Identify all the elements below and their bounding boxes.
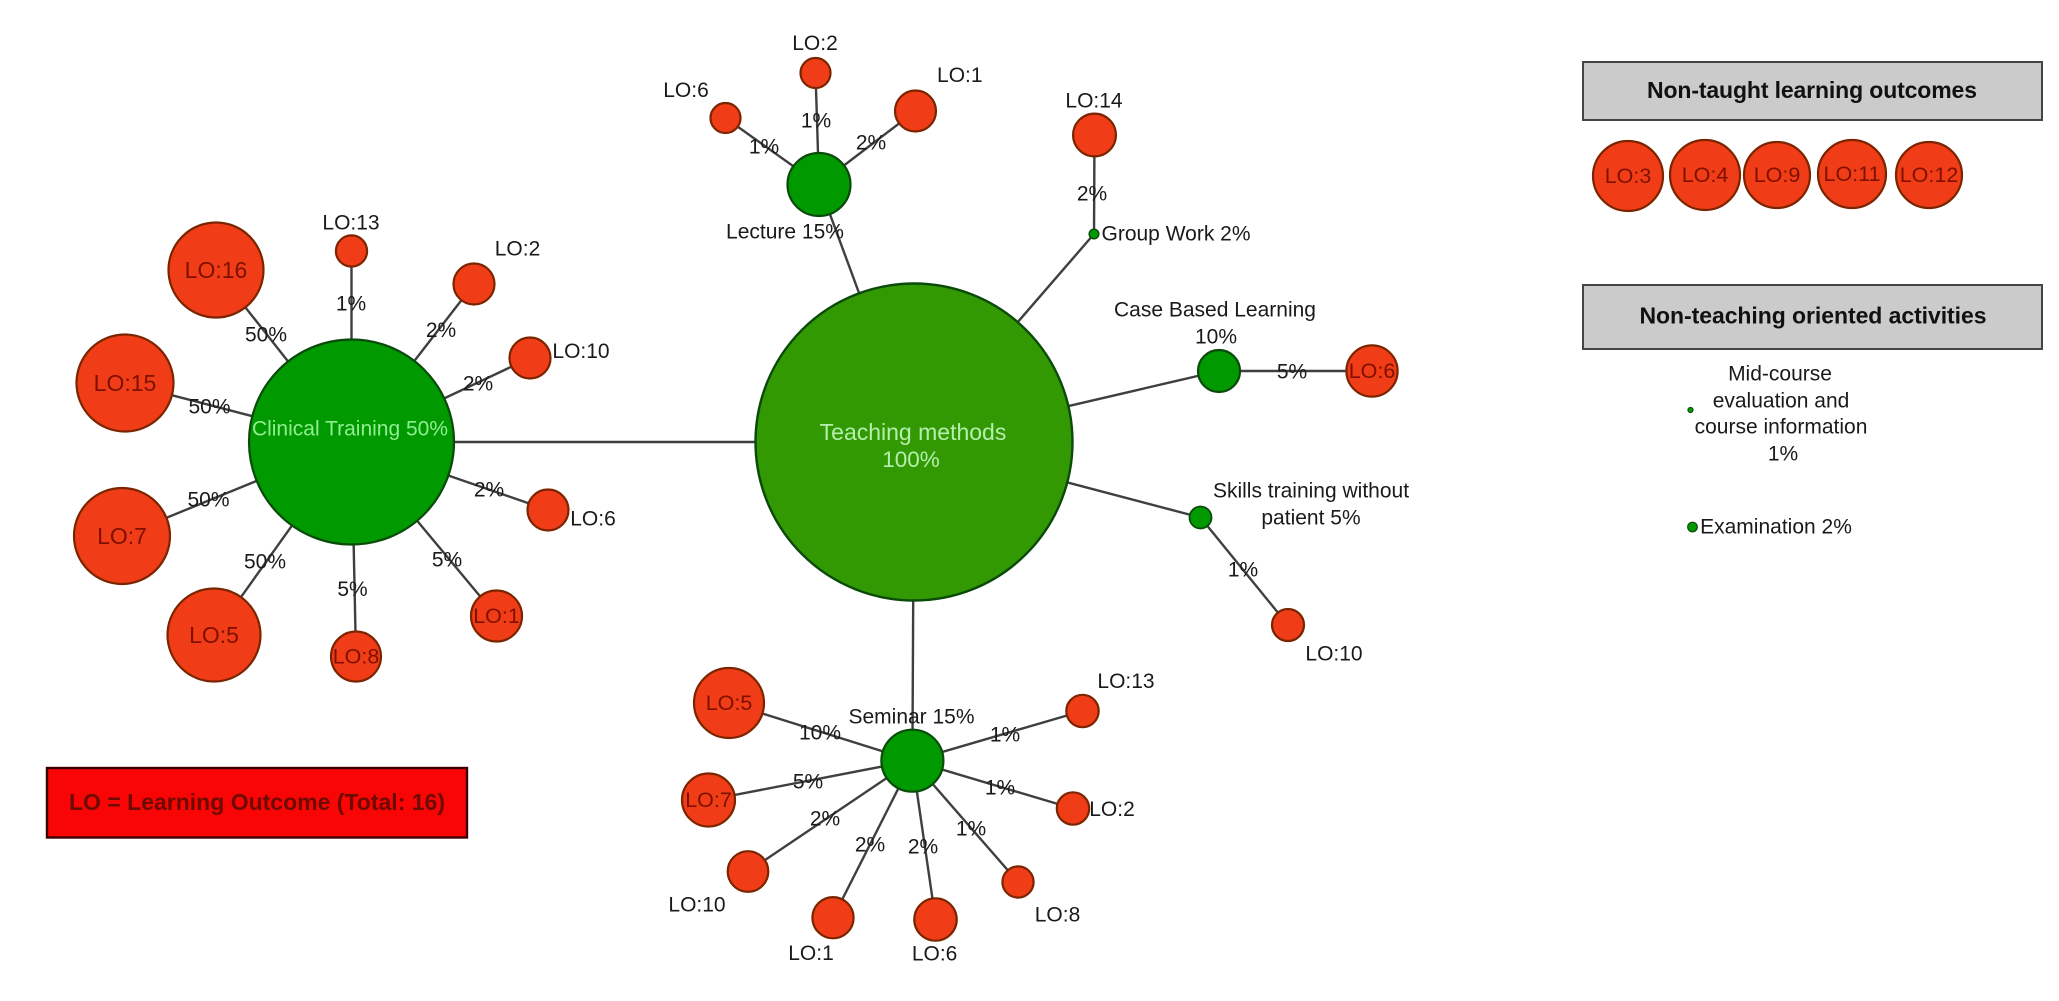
svg-text:1%: 1%	[1228, 559, 1258, 582]
svg-text:LO:1: LO:1	[788, 942, 834, 965]
svg-text:1%: 1%	[990, 724, 1020, 747]
svg-text:evaluation and: evaluation and	[1713, 390, 1850, 413]
svg-text:2%: 2%	[810, 808, 840, 831]
svg-text:LO:3: LO:3	[1605, 164, 1652, 188]
svg-text:LO:5: LO:5	[706, 691, 753, 715]
svg-text:LO:12: LO:12	[1900, 163, 1959, 187]
svg-text:1%: 1%	[956, 818, 986, 841]
svg-text:2%: 2%	[855, 834, 885, 857]
svg-text:LO:13: LO:13	[1097, 670, 1154, 693]
svg-text:50%: 50%	[188, 396, 230, 419]
svg-text:LO:10: LO:10	[1305, 643, 1362, 666]
svg-text:LO:10: LO:10	[668, 894, 725, 917]
svg-text:5%: 5%	[1277, 361, 1307, 384]
svg-text:LO:8: LO:8	[1035, 904, 1081, 927]
svg-text:LO:6: LO:6	[1349, 359, 1396, 383]
svg-text:Case Based Learning: Case Based Learning	[1114, 299, 1316, 322]
svg-text:1%: 1%	[749, 136, 779, 159]
svg-text:Teaching methods: Teaching methods	[820, 419, 1007, 445]
svg-text:2%: 2%	[856, 132, 886, 155]
svg-text:5%: 5%	[793, 771, 823, 794]
svg-text:LO = Learning Outcome (Total:: LO = Learning Outcome (Total: 16)	[69, 789, 445, 815]
svg-text:50%: 50%	[245, 324, 287, 347]
svg-text:LO:2: LO:2	[792, 32, 838, 55]
svg-text:LO:7: LO:7	[97, 523, 147, 549]
svg-text:patient 5%: patient 5%	[1261, 507, 1360, 530]
svg-text:LO:16: LO:16	[185, 257, 248, 283]
svg-text:1%: 1%	[985, 777, 1015, 800]
svg-text:Group Work 2%: Group Work 2%	[1102, 223, 1251, 246]
svg-text:LO:9: LO:9	[1754, 163, 1801, 187]
svg-text:10%: 10%	[1195, 326, 1237, 349]
svg-text:LO:5: LO:5	[189, 622, 239, 648]
svg-text:Examination 2%: Examination 2%	[1700, 516, 1852, 539]
svg-text:LO:1: LO:1	[937, 64, 983, 87]
svg-text:1%: 1%	[801, 110, 831, 133]
svg-text:course information: course information	[1695, 416, 1868, 439]
svg-text:LO:14: LO:14	[1065, 90, 1123, 113]
svg-text:LO:6: LO:6	[663, 79, 709, 102]
svg-text:Lecture 15%: Lecture 15%	[726, 221, 844, 244]
svg-text:5%: 5%	[432, 549, 462, 572]
svg-text:LO:2: LO:2	[1089, 798, 1135, 821]
svg-text:1%: 1%	[336, 293, 366, 316]
svg-text:Seminar 15%: Seminar 15%	[848, 706, 974, 729]
svg-text:LO:10: LO:10	[552, 340, 609, 363]
svg-text:LO:8: LO:8	[333, 645, 380, 669]
svg-text:LO:1: LO:1	[473, 604, 520, 628]
svg-text:1%: 1%	[1768, 443, 1798, 466]
svg-text:LO:6: LO:6	[912, 943, 958, 966]
svg-text:Mid-course: Mid-course	[1728, 363, 1832, 386]
svg-text:2%: 2%	[426, 319, 456, 342]
svg-text:LO:13: LO:13	[322, 212, 379, 235]
svg-text:LO:6: LO:6	[570, 508, 616, 531]
svg-text:Non-teaching oriented activiti: Non-teaching oriented activities	[1640, 303, 1987, 329]
svg-text:Clinical Training 50%: Clinical Training 50%	[252, 418, 448, 441]
svg-text:LO:15: LO:15	[94, 370, 157, 396]
svg-text:50%: 50%	[244, 551, 286, 574]
svg-text:LO:4: LO:4	[1682, 163, 1729, 187]
svg-text:2%: 2%	[1077, 183, 1107, 206]
svg-text:Skills training without: Skills training without	[1213, 480, 1409, 503]
svg-text:LO:11: LO:11	[1824, 162, 1881, 186]
svg-text:LO:7: LO:7	[685, 788, 732, 812]
svg-text:50%: 50%	[187, 489, 229, 512]
svg-text:LO:2: LO:2	[495, 238, 541, 261]
svg-text:100%: 100%	[882, 447, 940, 472]
svg-text:Non-taught learning outcomes: Non-taught learning outcomes	[1647, 77, 1977, 103]
svg-text:5%: 5%	[337, 578, 367, 601]
svg-text:2%: 2%	[474, 479, 504, 502]
svg-text:2%: 2%	[908, 836, 938, 859]
svg-text:2%: 2%	[463, 373, 493, 396]
svg-text:10%: 10%	[799, 722, 841, 745]
